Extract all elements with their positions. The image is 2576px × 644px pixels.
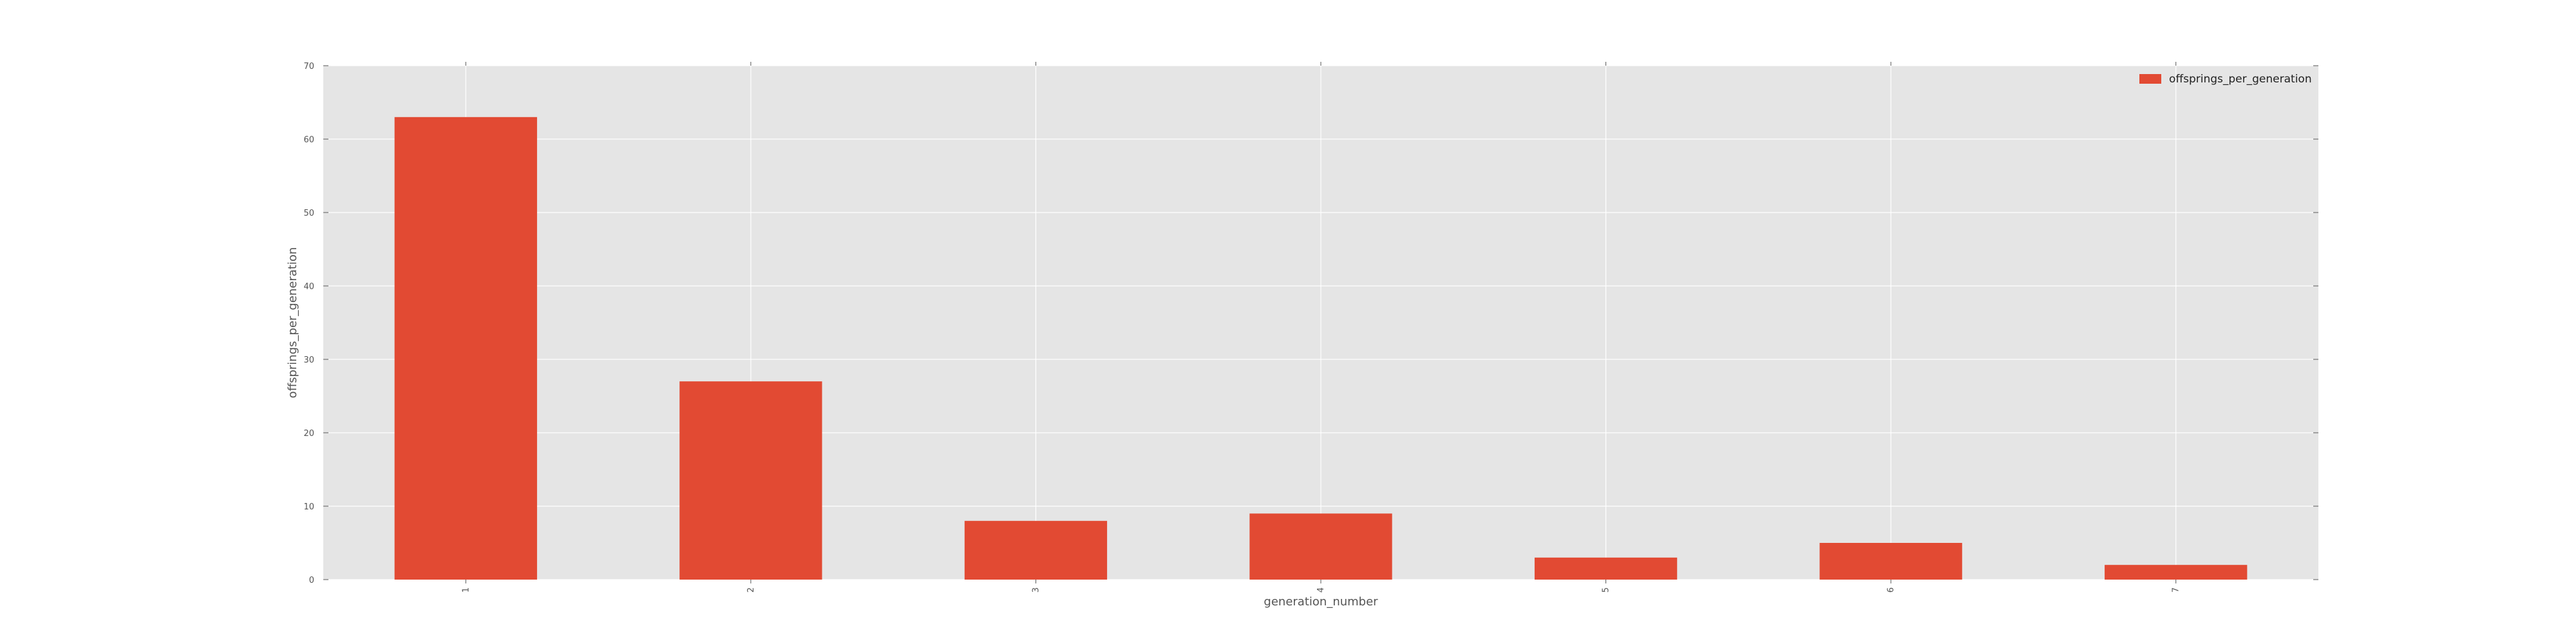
y-tick-label: 70 bbox=[303, 62, 314, 71]
y-tick-labels: 0 10 20 30 40 50 60 70 bbox=[303, 62, 314, 585]
legend: offsprings_per_generation bbox=[2139, 73, 2312, 86]
bar bbox=[679, 381, 822, 580]
x-tick-label: 1 bbox=[461, 587, 471, 592]
y-tick-label: 0 bbox=[309, 576, 314, 585]
x-axis-label: generation_number bbox=[1264, 595, 1378, 609]
y-tick-label: 50 bbox=[303, 209, 314, 218]
x-tick-label: 3 bbox=[1031, 587, 1041, 592]
y-tick-label: 10 bbox=[303, 502, 314, 512]
legend-swatch bbox=[2139, 74, 2161, 84]
bar bbox=[1819, 543, 1962, 580]
legend-label: offsprings_per_generation bbox=[2169, 73, 2312, 86]
x-tick-label: 5 bbox=[1602, 587, 1611, 592]
bar bbox=[394, 117, 537, 580]
y-tick-label: 60 bbox=[303, 135, 314, 145]
bar bbox=[964, 520, 1108, 580]
y-tick-label: 30 bbox=[303, 355, 314, 365]
bar bbox=[1534, 557, 1678, 580]
y-tick-label: 40 bbox=[303, 282, 314, 292]
bars bbox=[394, 117, 2248, 580]
bar bbox=[2105, 565, 2248, 580]
tick-marks bbox=[323, 62, 2318, 583]
y-tick-label: 20 bbox=[303, 429, 314, 439]
x-tick-label: 6 bbox=[1886, 587, 1896, 592]
bar bbox=[1249, 513, 1392, 580]
y-axis-label: offsprings_per_generation bbox=[286, 247, 299, 399]
x-tick-label: 7 bbox=[2172, 587, 2181, 592]
x-tick-label: 2 bbox=[746, 587, 756, 592]
x-tick-label: 4 bbox=[1316, 587, 1326, 592]
x-tick-labels: 1 2 3 4 5 6 7 bbox=[461, 587, 2181, 592]
